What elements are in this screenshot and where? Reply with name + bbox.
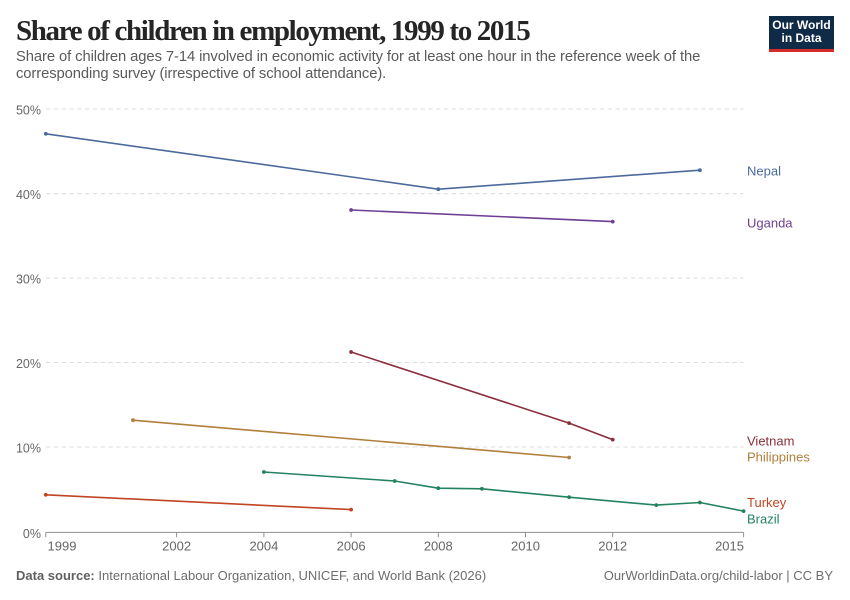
svg-text:2004: 2004 bbox=[249, 538, 278, 553]
svg-text:2008: 2008 bbox=[424, 538, 453, 553]
svg-text:30%: 30% bbox=[16, 273, 41, 287]
svg-text:20%: 20% bbox=[16, 357, 41, 371]
svg-text:0%: 0% bbox=[23, 527, 41, 541]
svg-text:Vietnam: Vietnam bbox=[747, 434, 794, 449]
svg-text:2012: 2012 bbox=[598, 538, 627, 553]
svg-text:2010: 2010 bbox=[511, 538, 540, 553]
svg-text:Nepal: Nepal bbox=[747, 163, 781, 178]
svg-text:Turkey: Turkey bbox=[747, 495, 787, 510]
svg-text:Uganda: Uganda bbox=[747, 216, 793, 231]
svg-text:50%: 50% bbox=[16, 103, 41, 117]
svg-text:1999: 1999 bbox=[48, 538, 77, 553]
svg-text:2002: 2002 bbox=[162, 538, 191, 553]
svg-text:Philippines: Philippines bbox=[747, 449, 810, 464]
svg-text:10%: 10% bbox=[16, 441, 41, 455]
svg-text:Brazil: Brazil bbox=[747, 512, 780, 527]
svg-text:2015: 2015 bbox=[715, 538, 744, 553]
svg-text:2006: 2006 bbox=[337, 538, 366, 553]
svg-text:40%: 40% bbox=[16, 188, 41, 202]
